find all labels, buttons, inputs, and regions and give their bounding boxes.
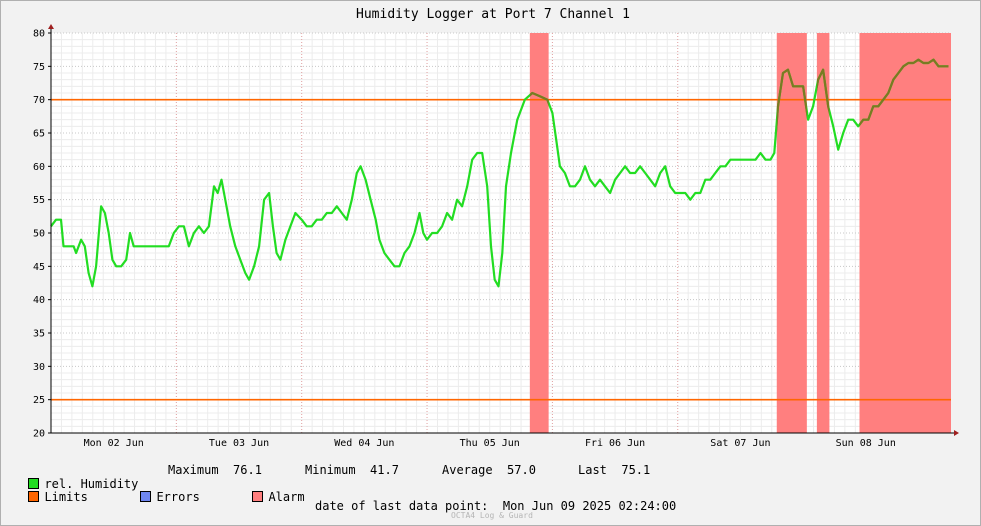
- y-tick-label: 40: [33, 295, 45, 306]
- x-tick-label: Fri 06 Jun: [585, 438, 645, 449]
- last-data-point: date of last data point: Mon Jun 09 2025…: [315, 499, 676, 513]
- errors-swatch: [140, 491, 152, 502]
- stat-minimum: Minimum 41.7: [305, 463, 399, 477]
- limit-lines: [51, 98, 951, 401]
- legend-limits-label: Limits: [44, 490, 88, 504]
- x-axis-arrow: [954, 430, 959, 436]
- legend-humidity: rel. Humidity: [44, 477, 139, 491]
- stat-last: Last 75.1: [578, 463, 651, 477]
- y-tick-label: 20: [33, 429, 45, 440]
- alarm-swatch: [252, 491, 264, 502]
- y-tick-label: 65: [33, 129, 45, 140]
- legend-errors-label: Errors: [156, 490, 200, 504]
- y-tick-label: 35: [33, 329, 45, 340]
- y-tick-label: 45: [33, 262, 45, 273]
- y-axis-arrow: [48, 24, 54, 29]
- limits-swatch: [28, 491, 40, 502]
- legend-limits: Limits: [14, 476, 88, 504]
- y-tick-label: 25: [33, 395, 45, 406]
- alarm-band: [776, 33, 807, 433]
- x-tick-label: Mon 02 Jun: [84, 438, 144, 449]
- chart-title: Humidity Logger at Port 7 Channel 1: [356, 7, 630, 22]
- alarm-band: [816, 33, 830, 433]
- y-tick-labels: 20 25 30 35 40 45 50 55 60 65 70 75 80: [33, 29, 45, 440]
- legend-alarm-label: Alarm: [268, 490, 305, 504]
- series-lines: [50, 58, 949, 288]
- y-tick-label: 70: [33, 95, 45, 106]
- legend-alarm: Alarm: [238, 476, 305, 504]
- humidity-line-alarm: [776, 68, 807, 136]
- y-tick-label: 55: [33, 195, 45, 206]
- humidity-swatch: [28, 478, 40, 489]
- legend-errors: Errors: [126, 476, 200, 504]
- stat-average: Average 57.0: [442, 463, 536, 477]
- x-tick-label: Tue 03 Jun: [209, 438, 269, 449]
- x-tick-label: Thu 05 Jun: [460, 438, 520, 449]
- x-tick-label: Sun 08 Jun: [836, 438, 896, 449]
- x-tick-label: Wed 04 Jun: [334, 438, 394, 449]
- last-point-value: Mon Jun 09 2025 02:24:00: [502, 499, 677, 513]
- x-tick-labels: Mon 02 Jun Tue 03 Jun Wed 04 Jun Thu 05 Jun…: [84, 438, 896, 449]
- alarm-band: [859, 33, 951, 433]
- axes: [48, 24, 959, 436]
- stat-maximum: Maximum 76.1: [168, 463, 262, 477]
- alarm-band: [529, 33, 549, 433]
- legend-row-1: rel. Humidity: [14, 463, 138, 491]
- x-tick-label: Sat 07 Jun: [710, 438, 770, 449]
- y-tick-label: 60: [33, 162, 45, 173]
- credit-text: OCTA4 Log & Guard: [451, 511, 533, 520]
- y-tick-label: 30: [33, 362, 45, 373]
- y-tick-label: 80: [33, 29, 45, 40]
- last-point-label: date of last data point:: [315, 499, 489, 513]
- y-tick-label: 75: [33, 62, 45, 73]
- y-tick-label: 50: [33, 229, 45, 240]
